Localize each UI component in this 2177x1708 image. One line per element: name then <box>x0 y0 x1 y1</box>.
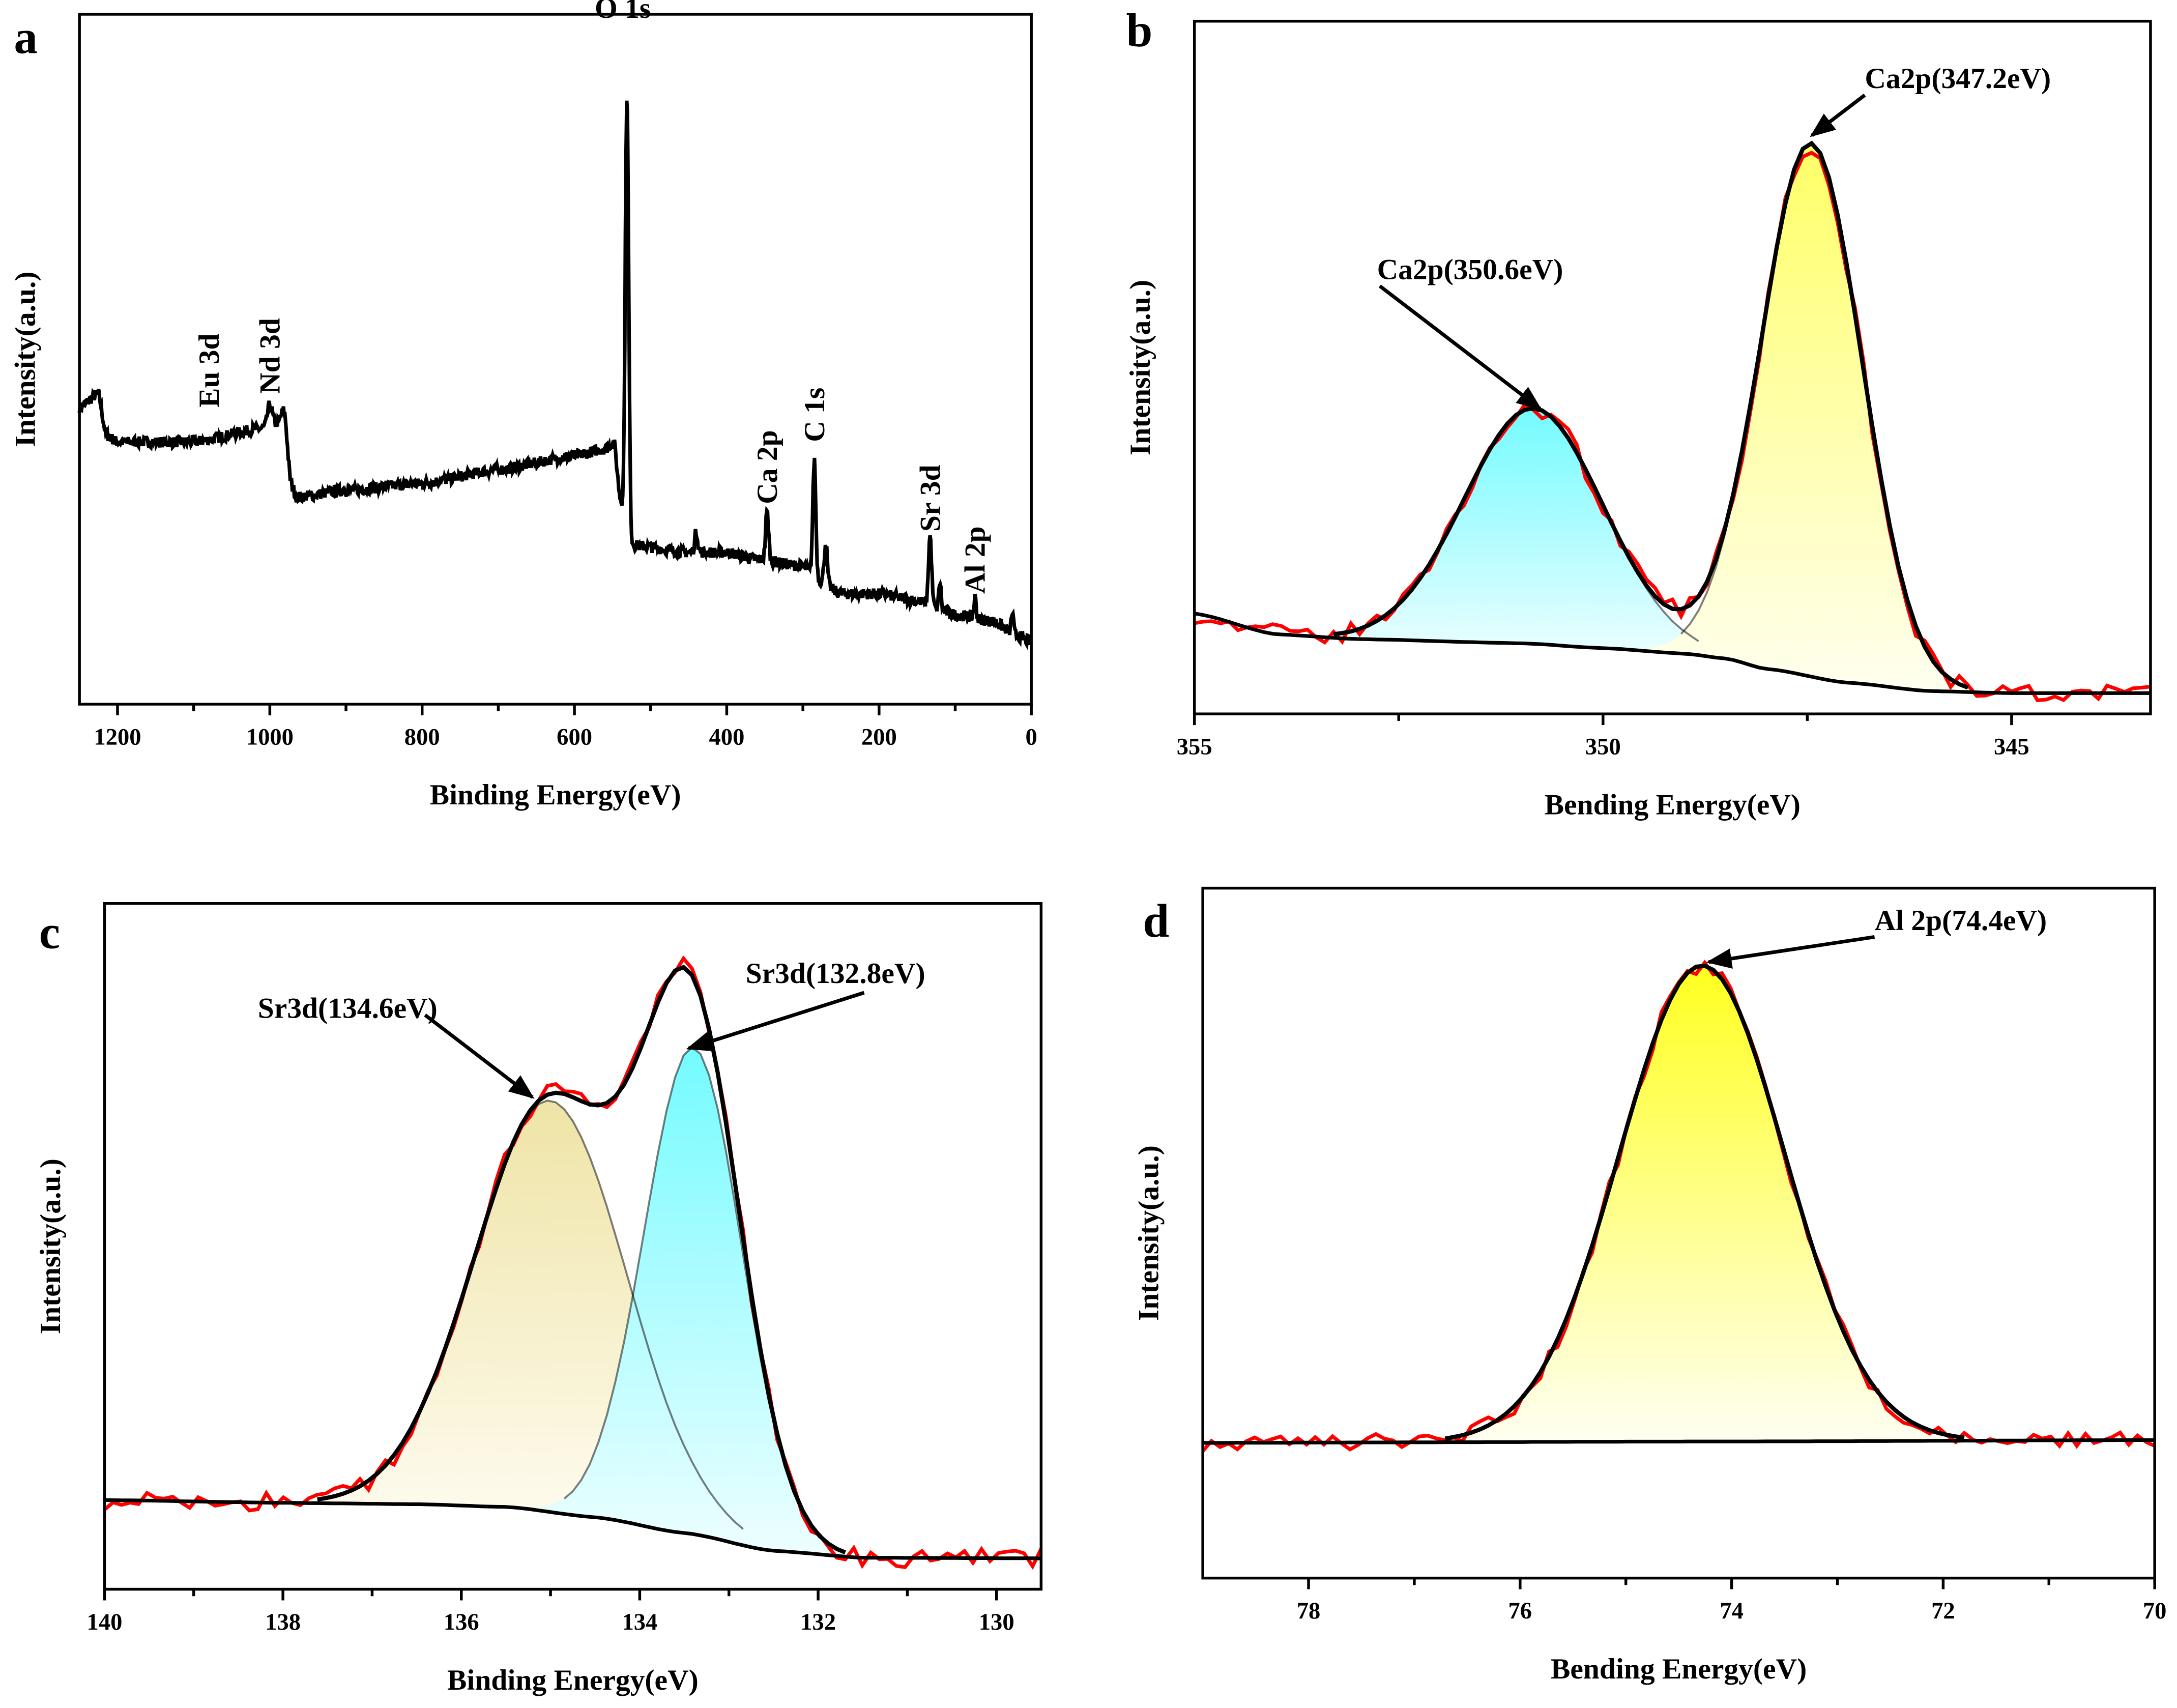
peak-annotation: Sr3d(134.6eV) <box>258 992 438 1024</box>
x-axis-title: Binding Energy(eV) <box>430 779 681 811</box>
x-axis-title: Bending Energy(eV) <box>1545 789 1801 821</box>
plot-frame <box>78 13 1033 706</box>
raw-data-line <box>1194 151 2151 703</box>
fit-envelope-line <box>1333 140 1969 690</box>
x-tick-label: 138 <box>265 1609 301 1635</box>
plot-frame <box>103 902 1043 1591</box>
x-axis-title: Bending Energy(eV) <box>1551 1653 1807 1685</box>
panel-letter: b <box>1126 5 1152 57</box>
x-tick-label: 350 <box>1585 734 1621 760</box>
x-tick-label: 600 <box>557 724 592 750</box>
x-tick-label: 1200 <box>94 724 141 750</box>
panel-letter: c <box>39 906 60 959</box>
x-tick-label: 345 <box>1994 734 2029 760</box>
component-peak-1 <box>1324 408 1743 663</box>
plot-frame <box>1201 886 2156 1580</box>
y-axis-title: Intensity(a.u.) <box>1124 280 1156 455</box>
annotation-arrow <box>424 1014 535 1099</box>
peak-annotation: Ca2p(350.6eV) <box>1377 253 1563 285</box>
component-peak-2 <box>1646 143 1977 692</box>
x-tick-label: 140 <box>87 1609 123 1635</box>
component-peak-1 <box>1436 966 1973 1442</box>
x-tick-label: 400 <box>709 724 745 750</box>
x-tick-label: 70 <box>2143 1598 2167 1624</box>
x-tick-label: 800 <box>404 724 440 750</box>
annotation-arrow <box>686 991 865 1052</box>
panel-letter: d <box>1143 895 1169 947</box>
peak-label: Sr 3d <box>914 465 946 532</box>
peak-label: Nd 3d <box>254 318 286 394</box>
peak-annotation: Ca2p(347.2eV) <box>1865 63 2051 95</box>
y-axis-title: Intensity(a.u.) <box>1133 1145 1165 1321</box>
plot-frame <box>1193 19 2152 715</box>
x-tick-label: 134 <box>622 1609 657 1635</box>
annotation-arrow <box>1706 935 1875 969</box>
annotation-arrow <box>1378 284 1543 411</box>
peak-annotation: Al 2p(74.4eV) <box>1875 905 2047 937</box>
peak-annotation: Sr3d(132.8eV) <box>746 958 925 990</box>
x-tick-label: 72 <box>1931 1598 1955 1624</box>
survey-spectrum-line <box>77 100 1033 651</box>
fit-envelope-line <box>317 965 847 1555</box>
x-tick-label: 130 <box>979 1609 1014 1635</box>
x-tick-label: 136 <box>444 1609 479 1635</box>
peak-label: O 1s <box>595 0 651 24</box>
x-tick-label: 200 <box>861 724 897 750</box>
panel-c: 140 138 136 134 132 130 Binding Energy(eV) Inte… <box>35 902 1043 1696</box>
panel-b: 355 350 345 Bending Energy(eV) Intensity(a.u… <box>1124 5 2152 821</box>
peak-label: Ca 2p <box>751 430 783 504</box>
y-axis-title: Intensity(a.u.) <box>9 271 41 447</box>
x-axis-title: Binding Energy(eV) <box>447 1664 699 1696</box>
x-tick-label: 78 <box>1297 1598 1321 1624</box>
x-tick-label: 0 <box>1026 724 1037 750</box>
x-tick-label: 74 <box>1720 1598 1744 1624</box>
peak-label: C 1s <box>799 388 831 442</box>
x-tick-label: 355 <box>1177 734 1212 760</box>
background-line <box>1194 612 2151 695</box>
panel-a: 1200 1000 800 600 400 200 0 Binding Energy(eV) I… <box>9 0 1037 811</box>
peak-label: Eu 3d <box>193 333 225 407</box>
background-line <box>1203 1438 2155 1445</box>
x-tick-label: 1000 <box>246 724 294 750</box>
fit-envelope-line <box>1444 963 1965 1441</box>
annotation-arrow <box>1810 94 1866 137</box>
panel-d: 78 76 74 72 70 Bending Energy(eV) Intensity(a.… <box>1133 886 2167 1685</box>
background-line <box>104 1498 1041 1560</box>
y-axis-title: Intensity(a.u.) <box>35 1159 67 1334</box>
peak-label: Al 2p <box>960 526 992 594</box>
panel-letter: a <box>14 12 38 64</box>
x-tick-label: 132 <box>800 1609 836 1635</box>
x-tick-label: 76 <box>1508 1598 1532 1624</box>
